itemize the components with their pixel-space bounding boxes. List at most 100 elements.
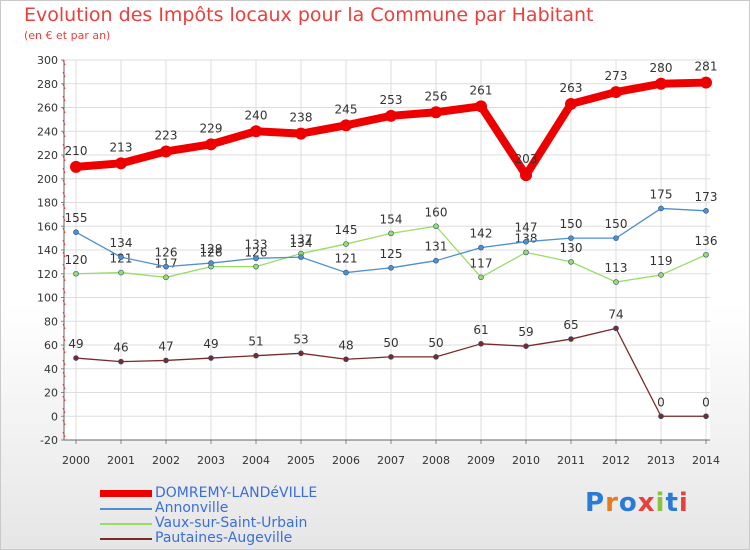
data-label: 142 — [470, 227, 493, 241]
axis-dash — [62, 119, 66, 126]
data-point — [208, 260, 214, 266]
axis-dash — [62, 203, 66, 210]
axis-dash — [62, 287, 66, 294]
x-tick-label: 2000 — [62, 454, 90, 467]
data-point — [433, 257, 439, 264]
data-label: 160 — [425, 205, 448, 219]
x-tick-label: 2001 — [107, 454, 135, 467]
data-label: 134 — [290, 236, 313, 250]
y-tick-label: 80 — [44, 315, 58, 328]
data-label: 154 — [380, 212, 403, 226]
y-tick-label: 220 — [37, 149, 58, 162]
logo-letter: o — [618, 488, 638, 518]
data-label: 131 — [425, 240, 448, 254]
y-tick-label: 200 — [37, 173, 58, 186]
data-label: 129 — [200, 242, 223, 256]
data-point — [343, 269, 349, 276]
data-point — [478, 341, 484, 347]
axis-dash — [62, 407, 66, 414]
data-label: 51 — [248, 335, 263, 349]
legend-item: DOMREMY-LANDéVILLE — [100, 485, 360, 501]
data-point — [475, 100, 487, 113]
data-label: 238 — [290, 111, 313, 125]
axis-dash — [62, 155, 66, 162]
axis-dash — [62, 275, 66, 282]
data-label: 0 — [702, 395, 710, 409]
data-point — [73, 229, 79, 235]
legend-label: Annonville — [155, 500, 229, 516]
data-point — [523, 249, 529, 256]
data-label: 113 — [605, 261, 628, 275]
data-point — [478, 274, 484, 281]
data-point — [298, 350, 304, 357]
legend-swatch — [100, 508, 152, 510]
data-label: 223 — [155, 128, 178, 142]
data-label: 125 — [380, 247, 403, 261]
data-point — [388, 354, 394, 360]
x-tick-label: 2008 — [422, 454, 450, 467]
y-tick-label: 260 — [37, 102, 58, 115]
axis-dash — [62, 179, 66, 186]
legend-swatch — [100, 490, 152, 497]
data-point — [160, 145, 172, 158]
data-point — [655, 77, 667, 90]
data-point — [118, 269, 124, 276]
data-point — [523, 238, 529, 245]
axis-dash — [62, 371, 66, 378]
data-point — [523, 343, 529, 349]
data-label: 117 — [470, 256, 493, 270]
logo-letter: t — [665, 488, 679, 518]
axis-dash — [62, 299, 66, 306]
data-label: 136 — [695, 234, 718, 248]
legend-item: Annonville — [100, 500, 360, 516]
data-point — [610, 86, 622, 99]
logo-letter: P — [585, 488, 606, 518]
logo-letter: i — [678, 488, 689, 518]
data-label: 150 — [605, 217, 628, 231]
data-point — [388, 265, 394, 271]
data-point — [163, 263, 169, 270]
data-point — [520, 169, 532, 182]
data-point — [568, 336, 574, 342]
x-tick-label: 2004 — [242, 454, 270, 467]
chart-legend: DOMREMY-LANDéVILLE Annonville Vaux-sur-Sai… — [100, 485, 360, 546]
data-point — [430, 106, 442, 119]
axis-dash — [62, 107, 66, 114]
logo-letter: i — [655, 488, 666, 518]
y-tick-label: 280 — [37, 78, 58, 91]
data-point — [568, 235, 574, 241]
data-point — [70, 160, 82, 173]
data-point — [433, 223, 439, 230]
x-tick-label: 2006 — [332, 454, 360, 467]
data-label: 145 — [335, 223, 358, 237]
data-label: 50 — [428, 336, 443, 350]
data-point — [703, 413, 709, 420]
data-label: 281 — [695, 60, 718, 74]
data-label: 130 — [560, 241, 583, 255]
axis-dash — [62, 311, 66, 318]
proxiti-logo: Proxiti — [585, 488, 689, 518]
data-label: 280 — [650, 61, 673, 75]
axis-dash — [62, 335, 66, 342]
axis-dash — [62, 71, 66, 78]
axis-dash — [62, 227, 66, 234]
y-tick-label: 40 — [44, 363, 58, 376]
legend-label: DOMREMY-LANDéVILLE — [155, 485, 318, 501]
data-point — [205, 138, 217, 151]
data-point — [658, 205, 664, 212]
data-point — [385, 109, 397, 122]
y-tick-label: 60 — [44, 339, 58, 352]
axis-dash — [62, 383, 66, 390]
data-point — [478, 244, 484, 251]
data-label: 47 — [158, 339, 173, 353]
y-tick-label: 140 — [37, 244, 58, 257]
x-tick-label: 2014 — [692, 454, 720, 467]
data-point — [163, 357, 169, 364]
data-point — [118, 254, 124, 260]
legend-item: Vaux-sur-Saint-Urbain — [100, 515, 360, 531]
data-point — [613, 235, 619, 241]
data-point — [208, 355, 214, 361]
x-tick-label: 2007 — [377, 454, 405, 467]
data-label: 213 — [110, 140, 133, 154]
